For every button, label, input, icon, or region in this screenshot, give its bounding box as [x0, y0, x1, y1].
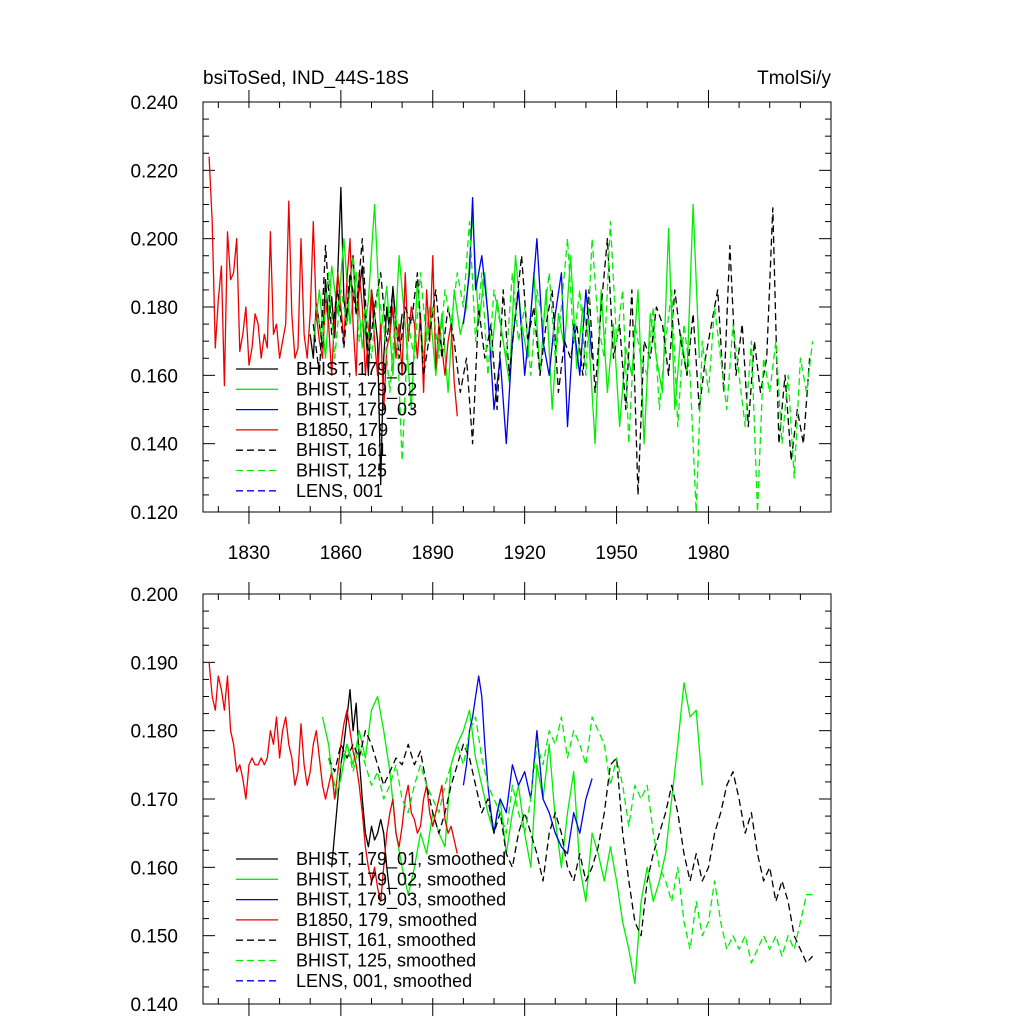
x-tick-label: 1860 — [320, 543, 362, 564]
legend-label: BHIST, 125, smoothed — [296, 951, 476, 971]
series-line-2 — [462, 197, 593, 445]
top-series — [208, 156, 814, 513]
y-tick-label: 0.170 — [130, 790, 178, 811]
y-tick-label: 0.180 — [130, 298, 178, 319]
top-panel: bsiToSed, IND_44S-18S TmolSi/y 1830 1860 1… — [130, 68, 832, 564]
y-tick-label: 0.180 — [130, 722, 178, 743]
x-tick-label: 1920 — [504, 543, 546, 564]
bottom-panel: 0.140 0.150 0.160 0.170 0.180 0.190 0.200 BHIS… — [130, 582, 832, 1016]
legend-label: B1850, 179 — [296, 420, 388, 440]
y-tick-label: 0.220 — [130, 161, 178, 182]
x-tick-label: 1950 — [595, 543, 637, 564]
top-ticks: 1830 1860 1890 1920 1950 1980 0.120 0.140 0.160 0… — [130, 90, 832, 564]
legend-label: BHIST, 161 — [296, 440, 387, 460]
legend-label: BHIST, 125 — [296, 461, 387, 481]
series-line-5 — [327, 716, 813, 964]
series-line-0 — [331, 689, 391, 895]
bottom-series — [208, 662, 814, 985]
legend-label: BHIST, 179_03 — [296, 400, 417, 421]
y-tick-label: 0.200 — [130, 585, 178, 606]
y-tick-label: 0.190 — [130, 653, 178, 674]
y-tick-label: 0.140 — [130, 435, 178, 456]
legend-label: BHIST, 179_03, smoothed — [296, 890, 506, 911]
series-line-4 — [328, 730, 814, 964]
top-title-right: TmolSi/y — [757, 68, 831, 89]
legend-label: B1850, 179, smoothed — [296, 910, 477, 930]
series-line-3 — [208, 156, 458, 417]
top-title-left: bsiToSed, IND_44S-18S — [203, 68, 409, 89]
series-line-5 — [315, 220, 814, 513]
legend-label: BHIST, 179_01, smoothed — [296, 849, 506, 870]
series-line-1 — [312, 203, 700, 445]
y-tick-label: 0.240 — [130, 93, 178, 114]
legend-label: LENS, 001 — [296, 481, 383, 501]
legend-label: BHIST, 179_01 — [296, 359, 417, 380]
y-tick-label: 0.140 — [130, 995, 178, 1016]
series-line-4 — [312, 207, 811, 496]
series-line-3 — [208, 662, 458, 903]
y-tick-label: 0.200 — [130, 230, 178, 251]
x-tick-label: 1830 — [228, 543, 270, 564]
bottom-ticks: 0.140 0.150 0.160 0.170 0.180 0.190 0.200 — [130, 582, 832, 1016]
legend-label: BHIST, 161, smoothed — [296, 930, 476, 950]
series-line-1 — [321, 682, 703, 985]
y-tick-label: 0.160 — [130, 858, 178, 879]
x-tick-label: 1890 — [412, 543, 454, 564]
y-tick-label: 0.160 — [130, 366, 178, 387]
legend-label: BHIST, 179_02 — [296, 379, 417, 400]
legend-label: BHIST, 179_02, smoothed — [296, 869, 506, 890]
y-tick-label: 0.150 — [130, 927, 178, 948]
y-tick-label: 0.120 — [130, 503, 178, 524]
x-tick-label: 1980 — [687, 543, 729, 564]
legend-label: LENS, 001, smoothed — [296, 971, 472, 991]
